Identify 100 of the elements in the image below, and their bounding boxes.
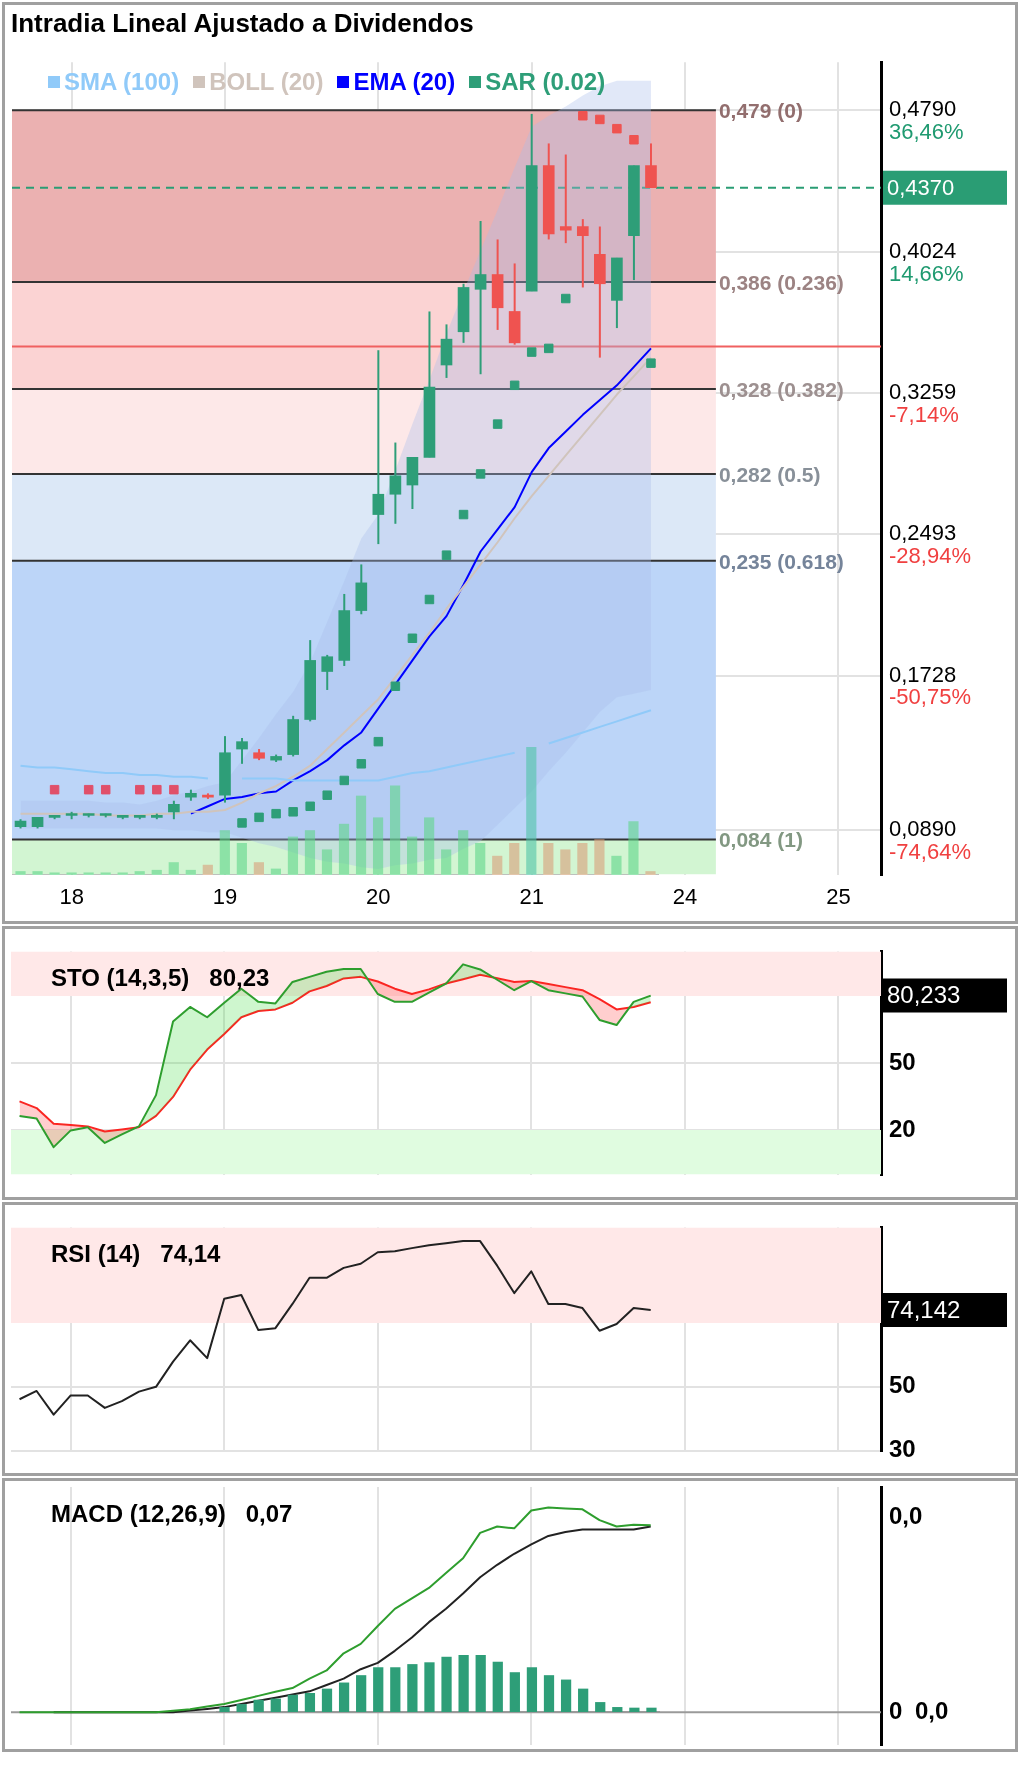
chart-title: MACD (12,26,9) 0,07: [51, 1499, 293, 1527]
bar: [492, 855, 503, 875]
x-tick-label: 21: [519, 883, 544, 909]
point: [49, 784, 60, 795]
point: [390, 681, 401, 692]
bar: [32, 870, 43, 875]
text: 0,0: [889, 1501, 923, 1529]
point: [509, 380, 520, 391]
bar: [509, 842, 520, 875]
point: [83, 784, 94, 795]
point: [237, 818, 247, 828]
bar: [15, 870, 26, 875]
bar: [560, 1679, 572, 1713]
bar: [509, 1672, 520, 1713]
text: STO (14,3,5) 80,23: [51, 964, 270, 992]
point: [543, 343, 554, 354]
bar: [168, 861, 179, 875]
ref-line-label: 0,4370: [887, 174, 955, 200]
bar: [304, 829, 316, 875]
bar: [560, 848, 571, 875]
point: [322, 790, 332, 800]
bar: [134, 870, 145, 875]
bar: [628, 820, 639, 875]
y2-tick-label: -74,64%: [889, 839, 971, 865]
text: 0,0: [915, 1696, 949, 1724]
bar: [304, 1693, 316, 1713]
text: 0: [889, 1696, 903, 1724]
bar: [578, 1688, 589, 1713]
y-tick-label: 20: [889, 1114, 916, 1142]
x-tick-label: 24: [672, 883, 698, 909]
y2-tick-label: -28,94%: [889, 543, 971, 569]
candlestick: [372, 349, 385, 546]
point: [578, 111, 588, 121]
bar: [236, 1704, 247, 1713]
point: [458, 509, 469, 520]
bar: [475, 842, 486, 875]
bar: [372, 816, 384, 875]
bar: [492, 1661, 503, 1713]
bar: [270, 868, 282, 875]
bar: [321, 1688, 333, 1713]
point: [100, 784, 111, 795]
candlestick: [321, 653, 334, 691]
bar: [338, 823, 350, 875]
point: [271, 808, 281, 819]
bar: [407, 1664, 418, 1713]
y-tick-label: 30: [889, 1435, 916, 1463]
bar: [287, 836, 299, 875]
bar: [83, 872, 94, 875]
point: [612, 123, 622, 134]
band-label: 0,386 (0.236): [718, 270, 844, 294]
bar: [458, 1655, 469, 1713]
bar: [389, 784, 401, 875]
bar: [219, 1707, 230, 1713]
bar: [441, 1657, 452, 1713]
bar: [270, 1698, 281, 1713]
band-label: 0,084 (1): [718, 828, 803, 852]
y-tick-label: 0,2493: [889, 520, 957, 546]
point: [373, 736, 384, 747]
band-label: 0,235 (0.618): [718, 549, 844, 573]
bar: [373, 1667, 384, 1713]
bar: [151, 869, 162, 875]
candlestick: [236, 736, 248, 765]
bar: [287, 1695, 298, 1713]
point: [305, 801, 315, 812]
bar: [407, 836, 418, 875]
candlestick: [559, 153, 572, 245]
bar: [66, 872, 77, 875]
x-tick-label: 18: [59, 883, 84, 909]
point: [561, 293, 571, 304]
bar: [577, 842, 588, 875]
y-tick-label: 0,3259: [889, 378, 957, 404]
bar: [594, 838, 605, 875]
band-label: 0,282 (0.5): [718, 462, 821, 486]
legend-label: EMA (20): [352, 68, 456, 97]
bar: [321, 848, 333, 875]
point: [475, 469, 486, 479]
bar: [424, 1662, 435, 1713]
bar: [49, 872, 60, 875]
point: [595, 114, 605, 125]
bar: [458, 829, 469, 875]
point: [441, 550, 452, 560]
text: RSI (14) 74,14: [51, 1240, 222, 1268]
candlestick: [645, 142, 657, 189]
point: [526, 347, 537, 357]
candlestick: [576, 218, 589, 289]
legend-label: BOLL (20): [208, 68, 324, 97]
bar: [117, 872, 128, 875]
y2-tick-label: -7,14%: [889, 401, 959, 427]
bar: [526, 1667, 538, 1713]
point: [629, 135, 639, 145]
y-tick-label: 0,1728: [889, 661, 957, 687]
bar: [646, 1707, 657, 1713]
legend-label: SAR (0.02): [484, 68, 606, 97]
x-tick-label: 19: [212, 883, 238, 909]
y-tick-label: 0,0890: [889, 816, 957, 842]
bar: [543, 842, 554, 875]
point: [356, 759, 367, 769]
bar: [595, 1702, 606, 1713]
point: [152, 784, 162, 795]
bar: [475, 1655, 486, 1713]
